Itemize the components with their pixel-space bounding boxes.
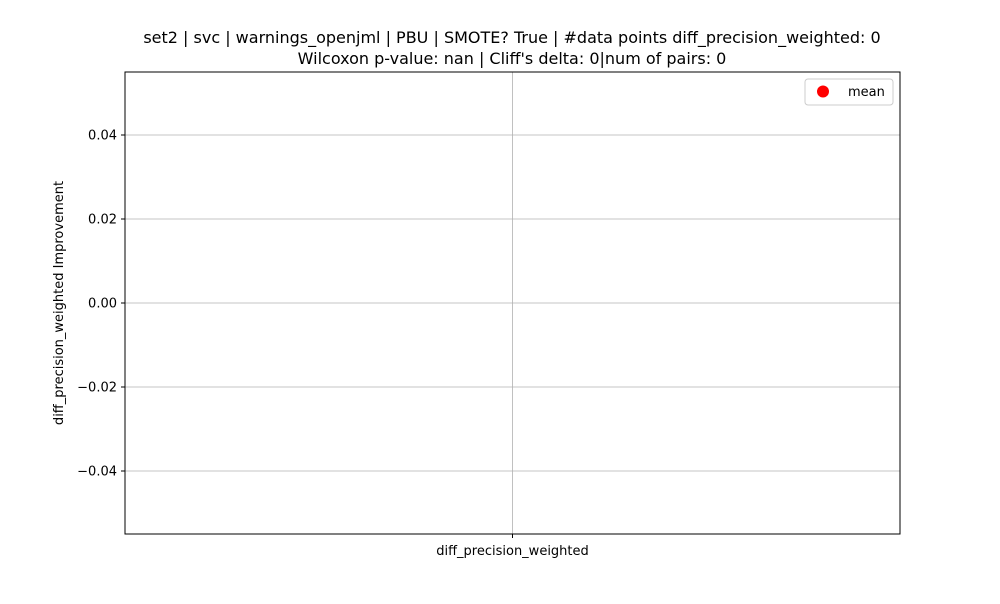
legend-label-mean: mean <box>848 85 885 100</box>
axes: 0.04 0.02 0.00 −0.02 −0.04 diff_precision_wei… <box>77 129 589 560</box>
chart-title-line1: set2 | svc | warnings_openjml | PBU | SM… <box>143 28 880 48</box>
y-tick-label: 0.02 <box>88 213 117 228</box>
x-tick-label: diff_precision_weighted <box>436 544 589 559</box>
chart-title-line2: Wilcoxon p-value: nan | Cliff's delta: 0… <box>298 49 727 68</box>
y-tick-label: 0.04 <box>88 129 117 144</box>
y-tick-label: −0.02 <box>77 381 117 396</box>
legend: mean <box>804 78 894 106</box>
legend-box <box>804 78 894 106</box>
grid-lines <box>125 72 900 534</box>
y-axis-label: diff_precision_weighted Improvement <box>52 181 67 425</box>
y-tick-label: 0.00 <box>88 297 117 312</box>
legend-marker-mean <box>817 85 829 98</box>
y-tick-label: −0.04 <box>77 465 117 480</box>
